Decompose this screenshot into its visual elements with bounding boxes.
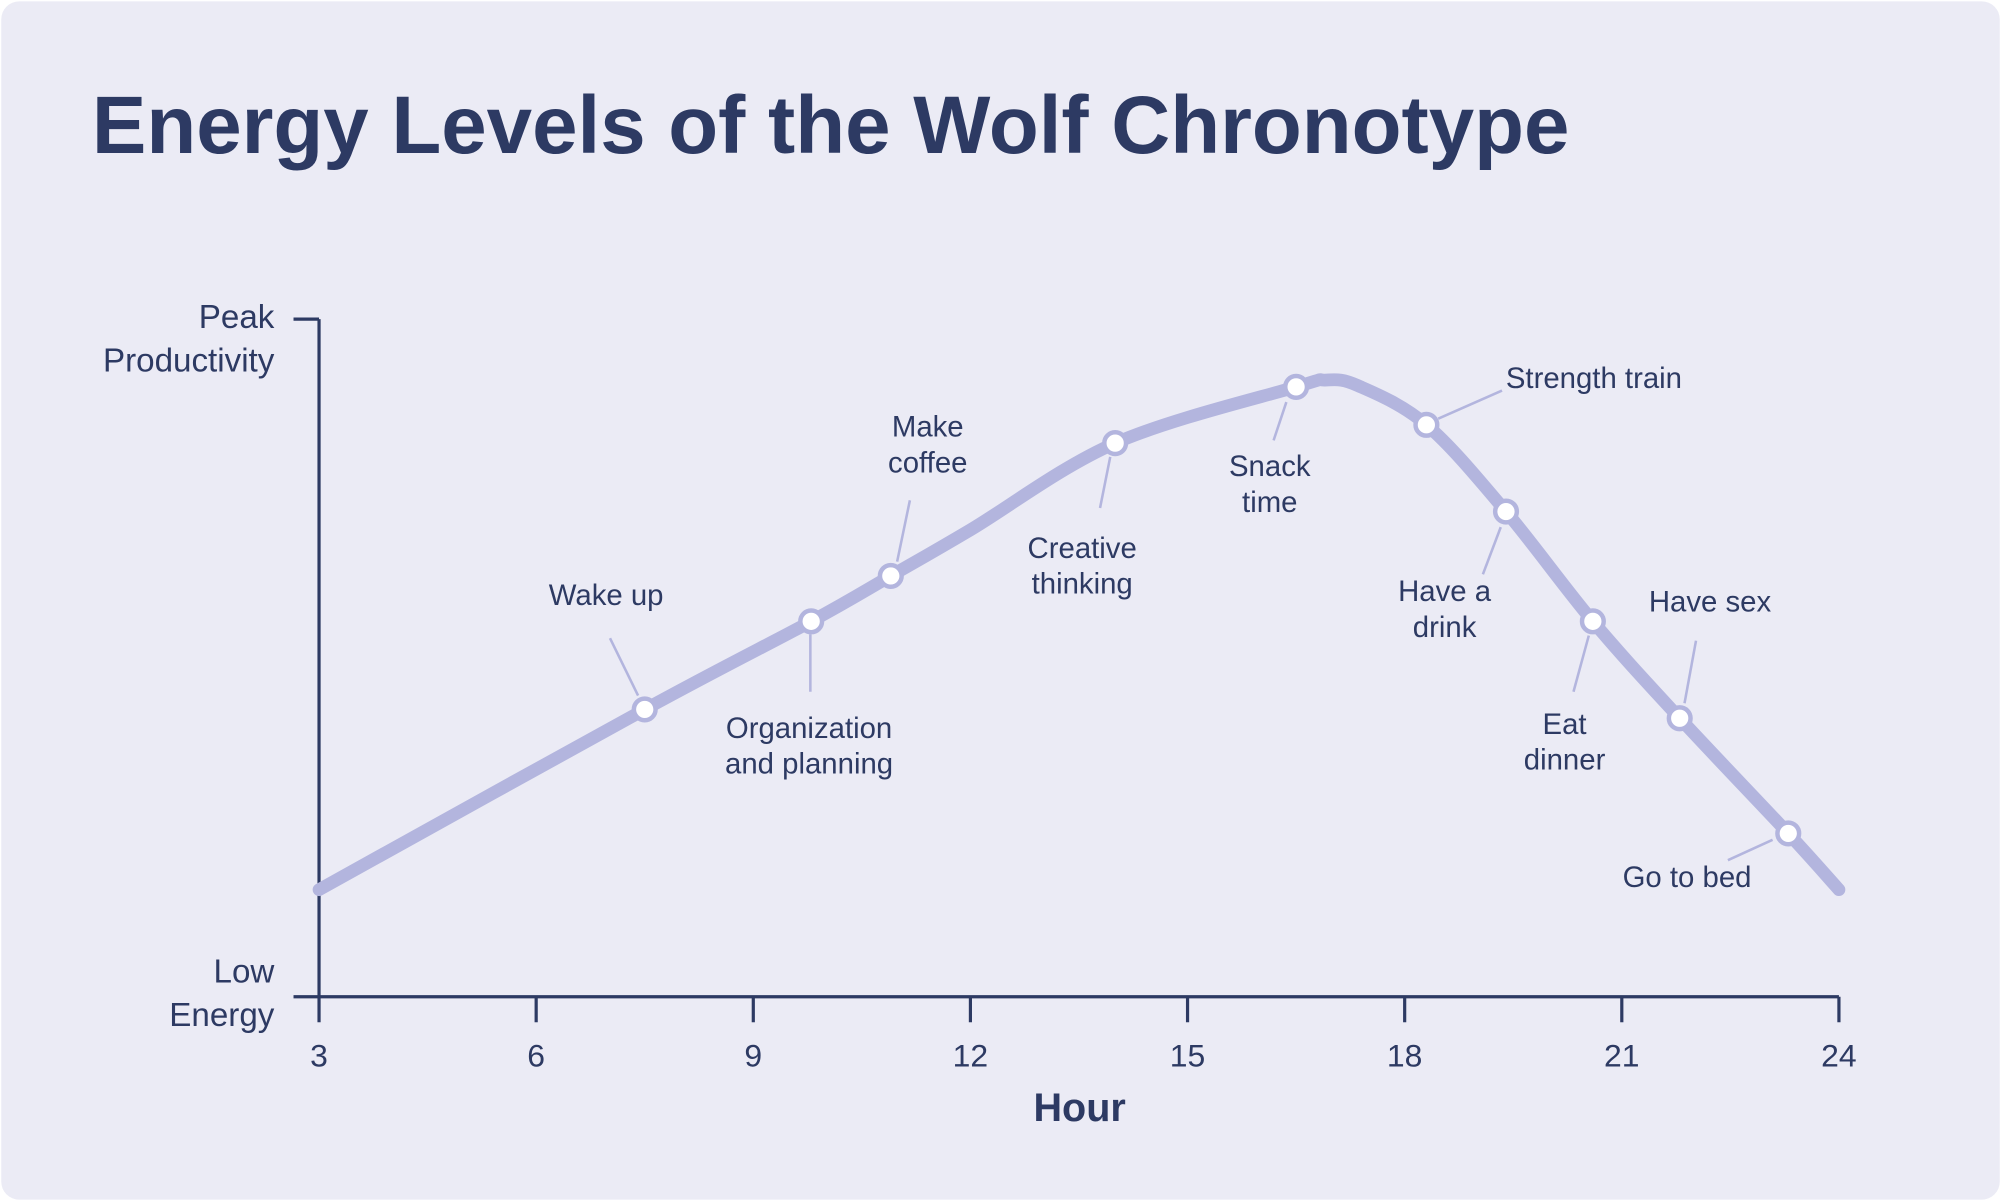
x-tick-label: 21 [1604,1037,1639,1073]
annotation-label: drink [1413,611,1477,644]
annotation-label: dinner [1524,744,1606,777]
chart-title: Energy Levels of the Wolf Chronotype [92,80,1570,171]
leader-line [1572,635,1591,693]
annotation-label: Organization [726,712,892,745]
event-point [1775,820,1802,847]
x-axis-label: Hour [1033,1086,1125,1130]
annotation-label: Make [892,411,964,444]
annotation-label: coffee [888,446,967,479]
annotation-label: thinking [1032,568,1133,601]
annotation-label: and planning [725,748,893,781]
leader-line [1727,838,1774,862]
annotation-label: Have a [1398,575,1492,608]
x-tick-label: 9 [744,1037,762,1073]
annotation-label: Strength train [1506,362,1682,395]
event-point [1666,705,1693,732]
annotation-label: Have sex [1649,585,1772,618]
x-tick-label: 3 [310,1037,328,1073]
annotation-label: Snack [1229,450,1311,483]
leader-line [1098,456,1112,509]
y-tick-label: Peak [199,299,275,336]
leader-line [1272,401,1288,441]
annotation-label: Eat [1543,708,1587,741]
y-tick-label: Productivity [103,342,275,379]
event-point [1102,430,1129,457]
leader-line [1481,526,1502,575]
event-point [1283,373,1310,400]
x-tick-label: 24 [1821,1037,1856,1073]
event-point [877,562,904,590]
leader-line [1437,389,1503,420]
x-tick-label: 15 [1170,1037,1205,1073]
event-point [1579,608,1606,635]
x-tick-label: 18 [1387,1037,1422,1073]
y-tick-label: Energy [169,997,274,1034]
annotation-label: Wake up [549,579,664,612]
annotation-label: Go to bed [1623,861,1752,894]
leader-line [895,500,912,562]
event-point [1492,498,1520,525]
event-point [798,608,825,635]
leader-line [1683,640,1698,704]
annotation-label: time [1242,486,1297,519]
x-tick-label: 12 [953,1037,988,1073]
annotation-label: Creative [1028,532,1137,565]
event-point [631,696,658,723]
event-point [1413,411,1440,438]
leader-line [608,637,640,697]
y-tick-label: Low [214,954,276,991]
x-tick-label: 6 [527,1037,545,1073]
